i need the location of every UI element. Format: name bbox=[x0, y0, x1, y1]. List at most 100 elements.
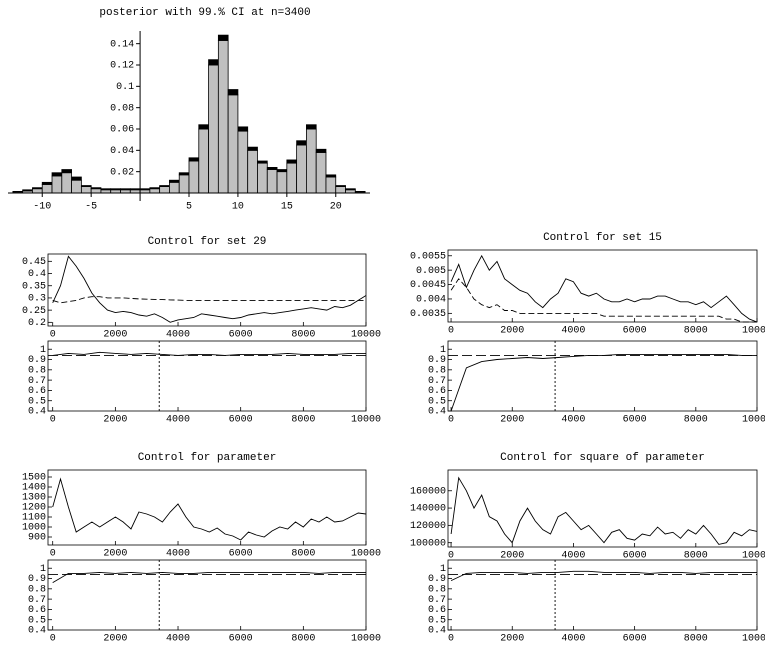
x-tick-label: 10 bbox=[232, 202, 244, 213]
x-tick-label: 8000 bbox=[684, 415, 708, 426]
y-tick-label: 0.4 bbox=[28, 269, 46, 280]
ci-band bbox=[198, 124, 209, 130]
y-tick-label: 1300 bbox=[22, 493, 46, 504]
ci-band bbox=[178, 172, 190, 176]
bar bbox=[315, 152, 327, 194]
y-tick-label: 0.7 bbox=[428, 595, 446, 606]
chart-title: posterior with 99.% CI at n=3400 bbox=[99, 7, 310, 19]
x-tick-label: 4000 bbox=[166, 330, 190, 341]
ci-band bbox=[257, 160, 268, 164]
series-line bbox=[450, 570, 757, 582]
x-tick-label: 6000 bbox=[229, 330, 253, 341]
x-tick-label: 2000 bbox=[500, 551, 524, 562]
y-tick-label: 1000 bbox=[22, 523, 46, 534]
ci-band bbox=[217, 34, 229, 41]
y-tick-label: 0.06 bbox=[110, 125, 134, 136]
x-tick-label: 10000 bbox=[742, 551, 765, 562]
x-tick-label: 0 bbox=[448, 415, 454, 426]
y-tick-label: 140000 bbox=[410, 504, 446, 515]
x-tick-label: 8000 bbox=[684, 551, 708, 562]
series-line bbox=[52, 351, 366, 356]
ci-band bbox=[90, 187, 102, 190]
ci-band bbox=[306, 124, 317, 130]
plot-frame bbox=[47, 559, 367, 631]
ci-band bbox=[80, 185, 92, 188]
y-tick-label: 1 bbox=[40, 345, 46, 356]
x-tick-label: 0 bbox=[50, 634, 56, 645]
y-tick-label: 0.6 bbox=[28, 605, 46, 616]
ci-band bbox=[22, 189, 33, 192]
y-tick-label: 0.35 bbox=[22, 281, 46, 292]
x-tick-label: 0 bbox=[448, 634, 454, 645]
x-tick-label: 6000 bbox=[623, 326, 647, 337]
chart-title: Control for square of parameter bbox=[500, 452, 705, 464]
x-tick-label: -10 bbox=[33, 202, 51, 213]
ci-band bbox=[247, 146, 258, 151]
bar bbox=[188, 160, 200, 194]
y-tick-label: 0.4 bbox=[28, 407, 46, 418]
y-tick-label: 0.7 bbox=[428, 376, 446, 387]
x-tick-label: 6000 bbox=[623, 415, 647, 426]
y-tick-label: 1 bbox=[440, 345, 446, 356]
ci-band bbox=[51, 172, 63, 177]
x-tick-label: 8000 bbox=[291, 330, 315, 341]
x-tick-label: 2000 bbox=[103, 415, 127, 426]
ci-band bbox=[41, 181, 53, 185]
x-tick-label: 6000 bbox=[623, 551, 647, 562]
y-tick-label: 0.0055 bbox=[410, 251, 446, 262]
bar bbox=[276, 171, 288, 194]
series-line bbox=[450, 254, 758, 323]
bar bbox=[247, 149, 258, 194]
y-tick-label: 0.5 bbox=[28, 615, 46, 626]
series-line bbox=[52, 571, 366, 583]
y-tick-label: 1 bbox=[440, 564, 446, 575]
x-tick-label: 10000 bbox=[351, 634, 381, 645]
y-tick-label: 0.12 bbox=[110, 61, 134, 72]
plot-frame bbox=[47, 469, 367, 546]
ci-band bbox=[61, 169, 72, 174]
x-tick-label: 0 bbox=[448, 551, 454, 562]
y-tick-label: 0.0035 bbox=[410, 309, 446, 320]
y-tick-label: 0.0045 bbox=[410, 280, 446, 291]
y-tick-label: 1 bbox=[40, 564, 46, 575]
y-tick-label: 0.6 bbox=[428, 386, 446, 397]
chart-title: Control for set 29 bbox=[148, 236, 267, 248]
y-tick-label: 1500 bbox=[22, 473, 46, 484]
x-tick-label: 10000 bbox=[351, 415, 381, 426]
ci-band bbox=[71, 176, 82, 181]
y-tick-label: 0.4 bbox=[28, 626, 46, 637]
y-tick-label: 0.9 bbox=[428, 574, 446, 585]
plot-frame bbox=[447, 559, 758, 631]
x-tick-label: 2000 bbox=[103, 549, 127, 560]
bar bbox=[178, 174, 190, 194]
x-tick-label: 10000 bbox=[742, 634, 765, 645]
y-tick-label: 0.5 bbox=[28, 396, 46, 407]
x-tick-label: 4000 bbox=[561, 551, 585, 562]
chart-title: Control for parameter bbox=[138, 452, 277, 464]
ci-band bbox=[266, 166, 278, 170]
bar bbox=[51, 175, 63, 194]
bar bbox=[306, 128, 317, 194]
ci-band bbox=[100, 188, 112, 191]
y-tick-label: 0.14 bbox=[110, 39, 134, 50]
x-tick-label: 15 bbox=[281, 202, 293, 213]
ci-band bbox=[335, 185, 346, 188]
y-tick-label: 0.25 bbox=[22, 306, 46, 317]
x-tick-label: 10000 bbox=[351, 549, 381, 560]
bar bbox=[208, 64, 219, 194]
bar bbox=[90, 188, 102, 194]
y-tick-label: 0.6 bbox=[428, 605, 446, 616]
ci-band bbox=[315, 148, 327, 153]
ci-band bbox=[208, 59, 219, 66]
x-tick-label: 4000 bbox=[166, 549, 190, 560]
ci-band bbox=[345, 188, 356, 191]
bar bbox=[32, 188, 43, 194]
x-tick-label: 5 bbox=[186, 202, 192, 213]
y-tick-label: 900 bbox=[28, 533, 46, 544]
bar bbox=[237, 130, 249, 194]
ci-band bbox=[354, 190, 366, 193]
bar bbox=[335, 186, 346, 194]
x-tick-label: 2000 bbox=[103, 330, 127, 341]
plot-frame bbox=[47, 253, 367, 327]
ci-band bbox=[159, 185, 170, 188]
